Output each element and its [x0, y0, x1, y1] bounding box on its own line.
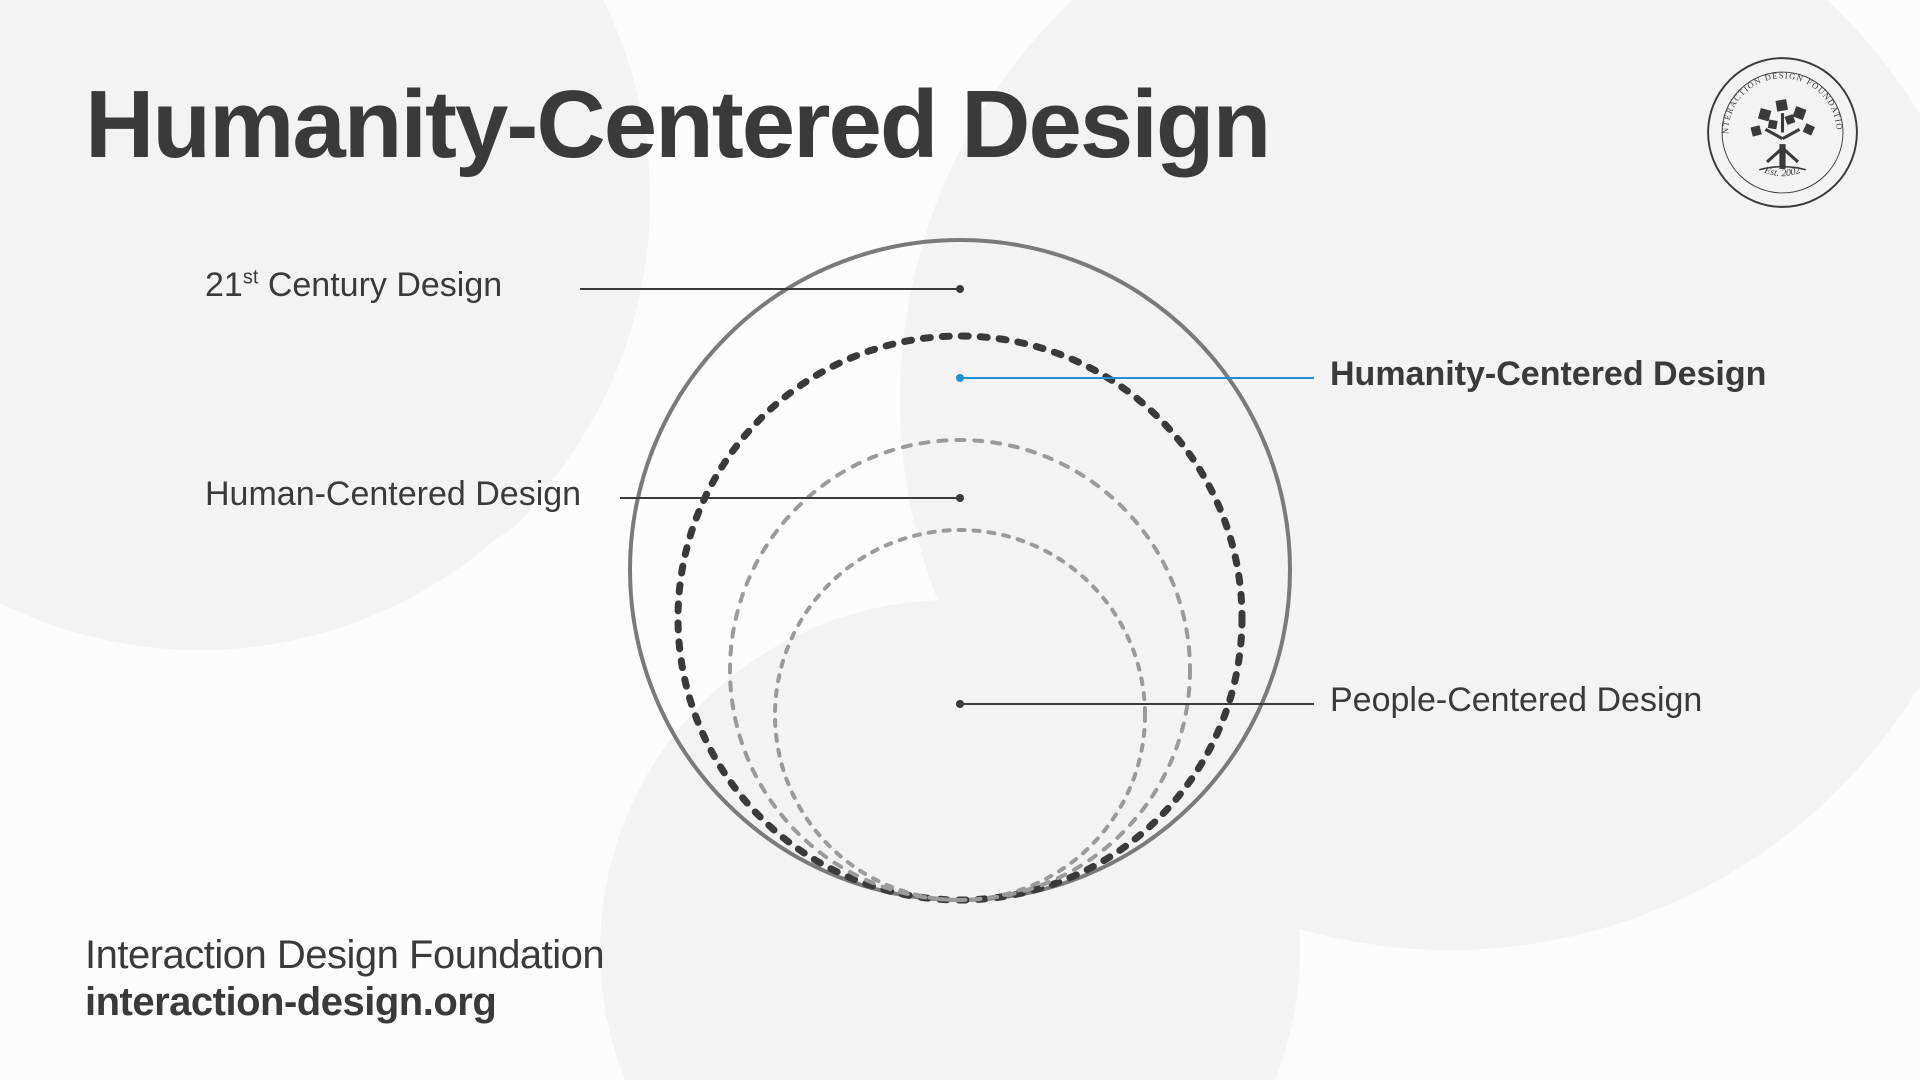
label-people: People-Centered Design: [1330, 681, 1702, 720]
idf-logo: INTERACTION DESIGN FOUNDATION Est. 2002: [1705, 55, 1860, 210]
leader-dot-human: [956, 494, 964, 502]
circle-humanity: [678, 336, 1242, 900]
circle-people: [775, 530, 1145, 900]
nested-circles-diagram: [0, 0, 1920, 1080]
leader-dot-c21: [956, 285, 964, 293]
label-c21: 21st Century Design: [205, 266, 502, 305]
slide-content: Humanity-Centered Design 21st Century De…: [0, 0, 1920, 1080]
label-humanity: Humanity-Centered Design: [1330, 355, 1766, 394]
footer-url: interaction-design.org: [85, 980, 604, 1025]
label-human: Human-Centered Design: [205, 475, 581, 514]
footer: Interaction Design Foundation interactio…: [85, 933, 604, 1025]
circle-human: [730, 440, 1190, 900]
footer-org-name: Interaction Design Foundation: [85, 933, 604, 978]
leader-dot-humanity: [956, 374, 964, 382]
leader-dot-people: [956, 700, 964, 708]
